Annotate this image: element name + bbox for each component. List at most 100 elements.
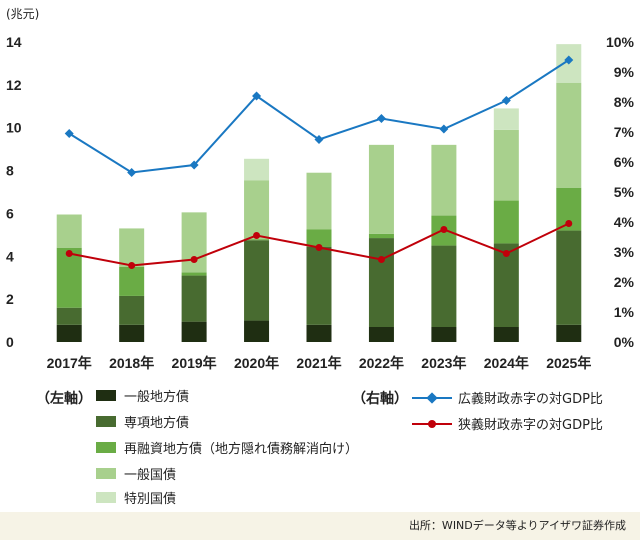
line-point-circle	[65, 250, 73, 257]
line-point-diamond	[252, 91, 262, 101]
legend: （左軸） 一般地方債 専項地方債 再融資地方債（地方隠れ債務解消向け） 一般国債…	[0, 380, 640, 510]
bar-segment	[56, 307, 82, 325]
legend-swatch	[96, 442, 116, 453]
right-tick-label: 5%	[614, 184, 635, 200]
right-tick-label: 10%	[606, 34, 635, 50]
bar-segment	[181, 275, 207, 322]
bar-segment	[556, 230, 582, 325]
bar-segment	[431, 245, 457, 327]
left-tick-label: 10	[6, 120, 22, 136]
legend-label: 特別国債	[124, 492, 177, 507]
bar-segment	[431, 327, 457, 342]
legend-swatch	[96, 390, 116, 401]
legend-item-local-refinance: 再融資地方債（地方隠れ債務解消向け）	[96, 438, 358, 457]
legend-left-axis-title: （左軸）	[36, 391, 92, 407]
bar-segment	[244, 180, 270, 240]
right-tick-label: 6%	[614, 154, 635, 170]
x-tick-label: 2021年	[296, 355, 341, 371]
legend-swatch	[96, 468, 116, 479]
line-point-circle	[253, 232, 261, 239]
bar-segment	[244, 320, 270, 342]
legend-item-gov-general: 一般国債	[96, 464, 176, 483]
bar-segment	[493, 243, 519, 327]
bar-segment	[368, 144, 394, 234]
bar-segment	[306, 229, 332, 247]
left-tick-label: 14	[6, 34, 22, 50]
bar-segment	[119, 267, 145, 296]
chart: (兆元) 0 2 4 6 8 10 12 14 0% 1% 2% 3% 4% 5% 6% 7% 8% 9% 10%…	[6, 7, 635, 371]
left-tick-label: 4	[6, 248, 14, 264]
line-point-diamond	[314, 135, 324, 144]
line-point-circle	[128, 262, 136, 269]
legend-swatch	[96, 416, 116, 427]
right-tick-label: 1%	[614, 304, 635, 320]
bar-segment	[181, 212, 207, 273]
x-tick-label: 2024年	[484, 355, 529, 371]
left-tick-label: 0	[6, 334, 14, 350]
left-axis: 0 2 4 6 8 10 12 14	[6, 34, 22, 350]
bar-segment	[493, 108, 519, 130]
bar-segment	[306, 324, 332, 342]
bar-segment	[119, 228, 145, 267]
line-point-circle	[190, 256, 198, 263]
left-tick-label: 6	[6, 205, 14, 221]
bar-segment	[119, 295, 145, 325]
line-point-diamond	[564, 55, 574, 65]
line-point-circle	[502, 250, 510, 257]
legend-label: 再融資地方債（地方隠れ債務解消向け）	[124, 442, 359, 457]
bar-segment	[56, 247, 82, 308]
source-footer: 出所：WINDデータ等よりアイザワ証券作成	[0, 512, 640, 540]
legend-line-marker	[412, 418, 452, 430]
legend-swatch	[96, 492, 116, 503]
legend-item-local-special: 専項地方債	[96, 412, 189, 431]
line-point-diamond	[127, 168, 137, 177]
source-note: 出所：WINDデータ等よりアイザワ証券作成	[408, 519, 626, 532]
legend-label: 一般国債	[124, 468, 177, 483]
left-tick-label: 8	[6, 163, 14, 179]
right-tick-label: 2%	[614, 274, 635, 290]
line-point-diamond	[64, 129, 74, 138]
bar-segment	[56, 214, 82, 248]
bar-segment	[493, 327, 519, 342]
x-tick-label: 2017年	[47, 355, 92, 371]
bar-segment	[181, 321, 207, 342]
left-tick-label: 2	[6, 291, 14, 307]
bar-segment	[493, 129, 519, 201]
right-tick-label: 8%	[614, 94, 635, 110]
left-tick-label: 12	[6, 77, 22, 93]
bar-segment	[431, 144, 457, 216]
bar-layer	[56, 44, 582, 342]
right-tick-label: 0%	[614, 334, 635, 350]
bar-segment	[119, 324, 145, 342]
bar-segment	[556, 324, 582, 342]
line-point-diamond	[501, 96, 511, 105]
line-point-circle	[377, 256, 385, 263]
legend-label: 一般地方債	[124, 390, 190, 405]
legend-right-axis-title: （右軸）	[352, 391, 408, 407]
x-tick-label: 2022年	[359, 355, 404, 371]
right-tick-label: 7%	[614, 124, 635, 140]
x-tick-label: 2018年	[109, 355, 154, 371]
right-tick-label: 3%	[614, 244, 635, 260]
line-point-circle	[565, 220, 573, 227]
line-layer	[64, 55, 574, 269]
bar-segment	[368, 327, 394, 342]
right-axis: 0% 1% 2% 3% 4% 5% 6% 7% 8% 9% 10%	[606, 34, 635, 350]
bar-segment	[368, 238, 394, 327]
bar-segment	[181, 272, 207, 276]
legend-line-marker	[412, 391, 452, 404]
bar-segment	[56, 324, 82, 342]
bar-segment	[306, 172, 332, 230]
bar-segment	[368, 233, 394, 239]
line-point-diamond	[439, 124, 449, 134]
legend-label: 広義財政赤字の対GDP比	[458, 392, 603, 407]
legend-label: 専項地方債	[124, 416, 190, 431]
line-point-circle	[440, 226, 448, 233]
line-point-diamond	[376, 114, 386, 123]
x-tick-label: 2019年	[172, 355, 217, 371]
line-point-circle	[315, 244, 323, 251]
legend-item-gov-special: 特別国債	[96, 488, 176, 507]
line-point-diamond	[189, 160, 199, 170]
bar-segment	[244, 240, 270, 321]
bar-segment	[244, 239, 270, 241]
